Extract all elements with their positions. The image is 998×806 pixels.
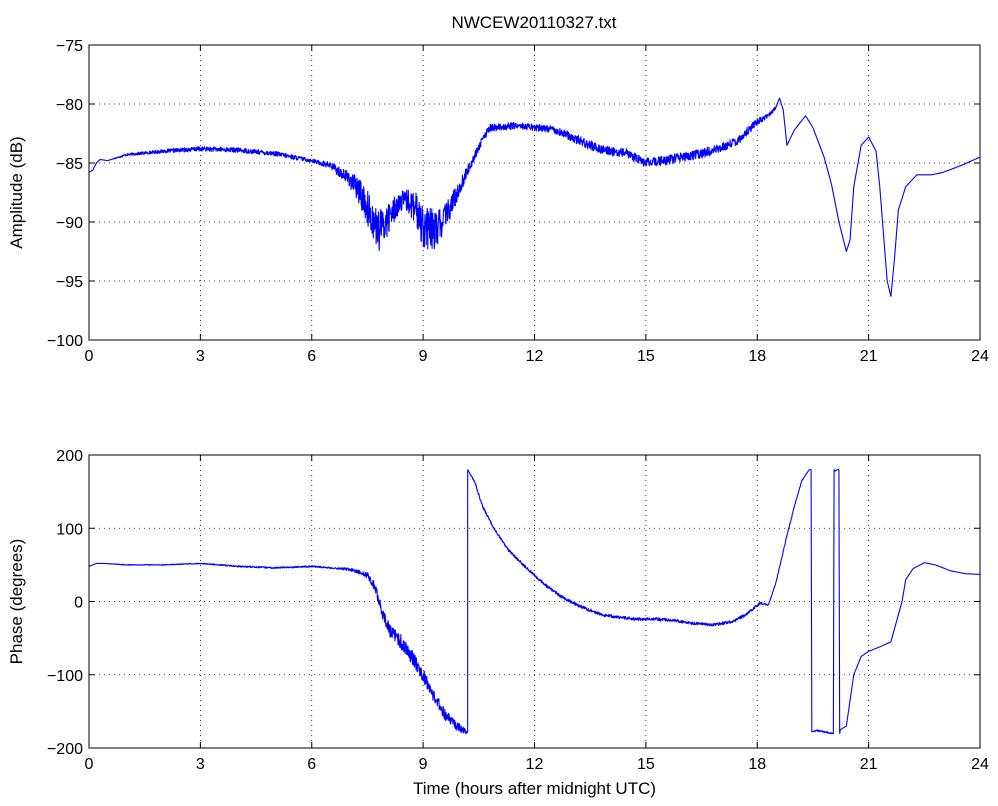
amplitude-x-tick-label: 0 <box>85 348 94 365</box>
phase-x-tick-label: 0 <box>85 756 94 773</box>
amplitude-x-tick-label: 15 <box>637 348 655 365</box>
phase-x-axis-label: Time (hours after midnight UTC) <box>413 779 656 798</box>
amplitude-y-tick-label: −95 <box>56 274 83 291</box>
phase-y-tick-label: 200 <box>56 448 83 465</box>
amplitude-x-tick-label: 9 <box>419 348 428 365</box>
phase-x-tick-label: 12 <box>526 756 544 773</box>
phase-y-axis-label: Phase (degrees) <box>7 539 26 665</box>
phase-x-tick-label: 6 <box>307 756 316 773</box>
amplitude-y-axis-label: Amplitude (dB) <box>7 136 26 248</box>
phase-x-tick-label: 18 <box>748 756 766 773</box>
amplitude-x-tick-label: 21 <box>860 348 878 365</box>
amplitude-x-tick-label: 24 <box>971 348 989 365</box>
amplitude-series-line <box>88 97 981 297</box>
phase-x-tick-label: 24 <box>971 756 989 773</box>
phase-x-tick-label: 3 <box>196 756 205 773</box>
phase-panel: 0 3 6 9 12 15 18 21 24 −200 −100 0 100 200 Phase (degr… <box>7 448 989 798</box>
amplitude-panel: 0 3 6 9 12 15 18 21 24 −100 −95 −90 −85 −80 −75 Amplitu… <box>7 38 989 365</box>
phase-y-tick-label: 0 <box>74 595 83 612</box>
amplitude-y-tick-label: −80 <box>56 97 83 114</box>
chart-title: NWCEW20110327.txt <box>451 13 616 32</box>
amplitude-x-tick-label: 3 <box>196 348 205 365</box>
amplitude-y-tick-label: −90 <box>56 215 83 232</box>
amplitude-y-tick-label: −100 <box>47 333 83 350</box>
amplitude-x-tick-label: 18 <box>748 348 766 365</box>
phase-y-tick-label: −200 <box>47 741 83 758</box>
amplitude-x-tick-label: 12 <box>526 348 544 365</box>
phase-x-tick-label: 9 <box>419 756 428 773</box>
phase-x-tick-label: 21 <box>860 756 878 773</box>
phase-x-tick-label: 15 <box>637 756 655 773</box>
phase-series-line <box>88 469 981 735</box>
amplitude-y-tick-label: −85 <box>56 156 83 173</box>
amplitude-x-tick-label: 6 <box>307 348 316 365</box>
phase-y-tick-label: 100 <box>56 521 83 538</box>
phase-y-tick-label: −100 <box>47 668 83 685</box>
amplitude-y-tick-label: −75 <box>56 38 83 55</box>
